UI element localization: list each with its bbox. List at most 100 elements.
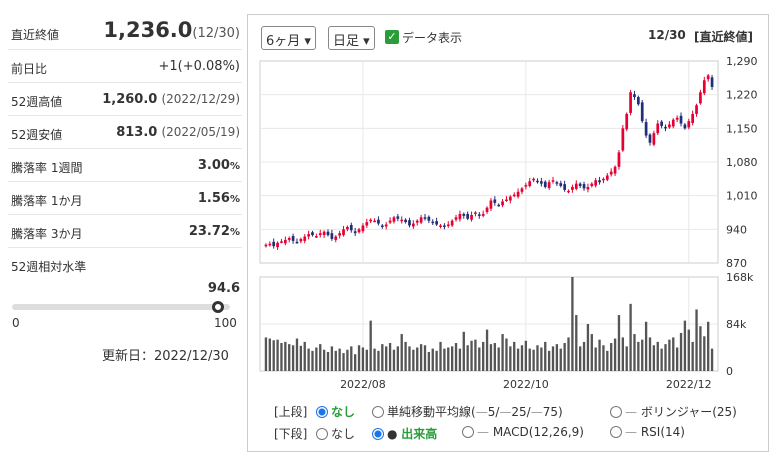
candle-body: [287, 237, 291, 240]
candle-body: [481, 213, 485, 216]
upper-sma-option[interactable]: 単純移動平均線(—5/—25/—75): [372, 403, 563, 420]
volume-bar: [462, 331, 465, 371]
candle-body: [322, 231, 326, 236]
volume-bar: [675, 347, 679, 371]
rise1m-row: 騰落率 1か月 1.56%: [8, 182, 242, 215]
rise1w-row: 騰落率 1週間 3.00%: [8, 149, 242, 182]
candle-body: [311, 232, 314, 236]
candle-body: [613, 166, 617, 174]
volume-bar: [524, 340, 528, 371]
volume-bar: [427, 351, 431, 371]
change-value: +1(+0.08%): [158, 59, 241, 74]
volume-bar: [443, 348, 446, 371]
volume-bar: [330, 346, 334, 371]
candle-body: [377, 219, 380, 224]
sma75-label: 75): [542, 405, 563, 419]
lower-none-option[interactable]: なし: [316, 425, 355, 442]
lower-macd-label: MACD(12,26,9): [492, 425, 584, 439]
candle-body: [621, 128, 625, 151]
upper-none-option[interactable]: なし: [316, 403, 355, 420]
volume-bar: [679, 332, 683, 371]
volume-bar: [419, 344, 423, 371]
volume-bar: [291, 345, 295, 371]
candle-body: [648, 134, 652, 143]
candle-body: [283, 239, 287, 244]
candle-body: [272, 241, 276, 247]
candle-body: [427, 216, 431, 221]
lower-volume-option[interactable]: ● 出来高: [372, 425, 437, 442]
volume-bar: [303, 341, 306, 371]
volume-bar: [571, 277, 574, 371]
candle-body: [602, 178, 605, 181]
candle-body: [318, 233, 322, 236]
volume-bar: [346, 349, 349, 371]
header-type: [直近終値]: [694, 30, 753, 44]
candle-body: [392, 217, 396, 222]
volume-bar: [439, 341, 442, 371]
rise1w-pct: %: [229, 161, 240, 172]
radio-on-icon: [372, 428, 384, 440]
volume-bar: [369, 320, 372, 371]
candle-body: [415, 220, 419, 223]
candle-body: [664, 126, 667, 129]
high52-value-group: 1,260.0 (2022/12/29): [102, 92, 240, 107]
header-date: 12/30: [648, 28, 686, 42]
candle-body: [520, 188, 524, 192]
candle-body: [594, 180, 598, 186]
volume-bar: [342, 353, 345, 371]
show-data-checkbox[interactable]: ✓: [385, 30, 399, 44]
volume-bar: [357, 345, 361, 371]
upper-none-label: なし: [331, 405, 356, 419]
candle-body: [334, 236, 338, 240]
candle-body: [505, 199, 508, 202]
candle-body: [656, 123, 660, 134]
candle-body: [349, 225, 353, 231]
x-tick-label: 2022/08: [340, 378, 386, 391]
candle-body: [477, 214, 481, 216]
volume-bar: [280, 343, 283, 371]
upper-bollinger-option[interactable]: — ボリンジャー(25): [610, 403, 737, 420]
candle-body: [400, 219, 404, 222]
x-tick-label: 2022/12: [666, 378, 712, 391]
volume-bar: [315, 347, 318, 371]
change-label: 前日比: [11, 62, 48, 76]
candle-body: [524, 185, 528, 187]
candle-body: [551, 180, 555, 182]
rise1w-label: 騰落率 1週間: [11, 161, 83, 175]
candle-body: [423, 217, 427, 219]
candle-body: [493, 199, 497, 203]
volume-bar: [485, 329, 489, 371]
rise3m-value-group: 23.72%: [189, 224, 240, 239]
rise1m-value: 1.56: [197, 191, 230, 206]
lower-rsi-option[interactable]: — RSI(14): [610, 425, 685, 439]
candle-body: [536, 180, 539, 183]
volume-bar: [268, 338, 271, 371]
candle-body: [295, 241, 299, 244]
candle-body: [586, 187, 590, 190]
updated-date: 更新日：2022/12/30: [102, 349, 229, 364]
volume-bar: [404, 341, 407, 371]
high52-row: 52週高値 1,260.0 (2022/12/29): [8, 83, 242, 116]
sma25-label: 25/: [511, 405, 531, 419]
period-select[interactable]: 6ヶ月 ▾: [261, 26, 316, 50]
volume-bar: [695, 309, 698, 371]
candle-body: [598, 180, 601, 183]
x-tick-label: 2022/10: [503, 378, 549, 391]
relative-level-min: 0: [12, 316, 20, 330]
lower-macd-option[interactable]: — MACD(12,26,9): [462, 425, 584, 439]
price-tick-label: 1,080: [726, 156, 758, 169]
volume-bar: [644, 321, 648, 371]
low52-value: 813.0: [116, 125, 158, 140]
volume-bar: [361, 347, 365, 371]
show-data-label[interactable]: データ表示: [402, 31, 463, 45]
volume-bar: [295, 338, 299, 371]
low52-row: 52週安値 813.0 (2022/05/19): [8, 116, 242, 149]
volume-bar: [482, 341, 485, 371]
volume-bar: [559, 348, 562, 371]
interval-select[interactable]: 日足 ▾: [328, 26, 375, 50]
volume-bar: [516, 348, 520, 371]
candle-body: [307, 234, 310, 237]
candle-body: [629, 92, 632, 113]
volume-bar: [474, 339, 477, 371]
